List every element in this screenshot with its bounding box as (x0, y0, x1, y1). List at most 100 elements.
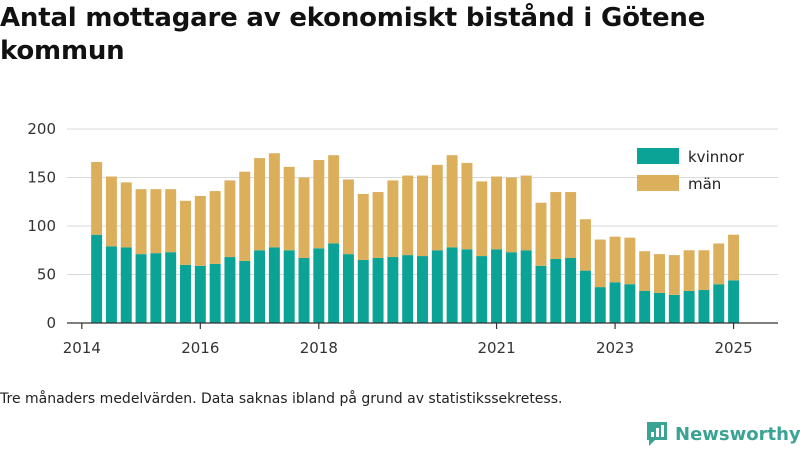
bar-segment (105, 176, 117, 247)
chart-title: Antal mottagare av ekonomiskt bistånd i … (0, 3, 706, 66)
bar-segment (150, 253, 162, 323)
bar-segment (313, 248, 325, 323)
bar-segment (372, 258, 384, 323)
bar-segment (609, 236, 621, 283)
bar-segment (579, 270, 591, 323)
bar-segment (520, 175, 532, 251)
bar-segment (668, 294, 680, 323)
bar-segment (654, 254, 665, 293)
bar-segment (431, 164, 443, 251)
bar-segment (654, 292, 665, 323)
stacked-bar-chart: 0 50 100 150 200 2014 2016 2018 2021 2023 2025 kv… (27, 120, 778, 357)
x-tick-label: 2021 (477, 339, 515, 357)
x-tick-label: 2025 (714, 339, 752, 357)
bar-segment (313, 160, 325, 249)
bar-segment (639, 290, 651, 323)
x-tick-label: 2016 (181, 339, 219, 357)
bar-segment (417, 175, 428, 257)
y-tick-label: 200 (27, 120, 56, 138)
bar-segment (120, 182, 132, 248)
bar-segment (491, 249, 503, 323)
bar-segment (505, 252, 517, 323)
bar-segment (91, 161, 103, 235)
bar-segment (698, 250, 710, 291)
x-tick-label: 2018 (300, 339, 338, 357)
bar-segment (728, 280, 740, 323)
bar-segment (268, 153, 280, 248)
bar-segment (239, 171, 251, 261)
bar-segment (224, 257, 236, 323)
bar-segment (683, 290, 695, 323)
bar-segment (165, 189, 177, 253)
bar-segment (387, 257, 399, 323)
bar-segment (298, 258, 310, 323)
bar-segment (535, 202, 547, 266)
y-tick-label: 50 (37, 266, 56, 284)
bar-segment (402, 175, 414, 256)
bar-segment (565, 258, 577, 323)
legend-label-kvinnor: kvinnor (688, 148, 745, 166)
bar-segment (239, 260, 251, 323)
bar-segment (283, 250, 295, 323)
bar-segment (446, 247, 458, 323)
bar-segment (579, 219, 591, 271)
bar-segment (194, 195, 206, 266)
y-tick-labels: 0 50 100 150 200 (27, 120, 56, 332)
bar-segment (476, 181, 488, 257)
bar-segment (372, 192, 384, 259)
bar-segment (505, 177, 517, 253)
bar-segment (624, 237, 636, 285)
bar-segment (624, 284, 636, 323)
bar-segment (417, 256, 428, 323)
bar-segment (120, 247, 132, 323)
bar-segment (668, 255, 680, 295)
legend-swatch-kvinnor (637, 148, 679, 164)
bar-segment (535, 265, 547, 323)
legend-label-man: män (688, 175, 721, 193)
bar-segment (713, 243, 725, 285)
brand-name: Newsworthy (675, 423, 800, 445)
bar-segment (683, 250, 695, 291)
bar-segment (283, 166, 295, 251)
bars (91, 153, 740, 323)
bar-segment (461, 249, 473, 323)
y-tick-label: 150 (27, 169, 56, 187)
y-tick-label: 100 (27, 217, 56, 235)
bar-segment (357, 259, 369, 323)
bar-segment (594, 239, 606, 288)
bar-segment (565, 192, 577, 259)
bar-segment (594, 287, 606, 323)
x-ticks: 2014 2016 2018 2021 2023 2025 (63, 323, 753, 357)
bar-segment (550, 258, 562, 323)
bar-segment (105, 246, 117, 323)
bar-segment (91, 234, 103, 323)
legend: kvinnor män (637, 148, 745, 193)
bar-segment (476, 256, 488, 323)
bar-segment (224, 180, 236, 258)
bar-segment (713, 284, 725, 323)
bar-segment (194, 265, 206, 323)
legend-swatch-man (637, 175, 679, 191)
bar-segment (209, 263, 221, 323)
newsworthy-logo: Newsworthy (645, 420, 800, 448)
bar-segment (461, 162, 473, 250)
bar-segment (609, 282, 621, 323)
bar-segment (357, 193, 369, 260)
bar-segment (342, 254, 354, 323)
bar-segment (328, 155, 340, 244)
bar-segment (402, 255, 414, 323)
bar-segment (298, 177, 310, 259)
bar-segment (446, 155, 458, 248)
bar-segment (698, 290, 710, 323)
bar-segment (180, 264, 191, 323)
bar-segment (728, 234, 740, 281)
bar-segment (150, 189, 162, 254)
bar-segment (491, 176, 503, 250)
bar-segment (639, 251, 651, 291)
bar-segment (520, 250, 532, 323)
footnote: Tre månaders medelvärden. Data saknas ib… (0, 391, 563, 407)
y-tick-label: 0 (46, 314, 56, 332)
bar-segment (180, 200, 191, 265)
bar-segment (328, 243, 340, 323)
bar-segment (254, 158, 266, 251)
